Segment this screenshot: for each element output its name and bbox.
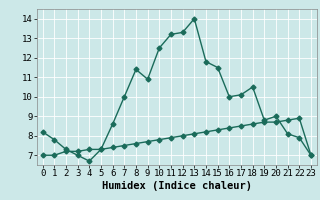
X-axis label: Humidex (Indice chaleur): Humidex (Indice chaleur) [102, 181, 252, 191]
